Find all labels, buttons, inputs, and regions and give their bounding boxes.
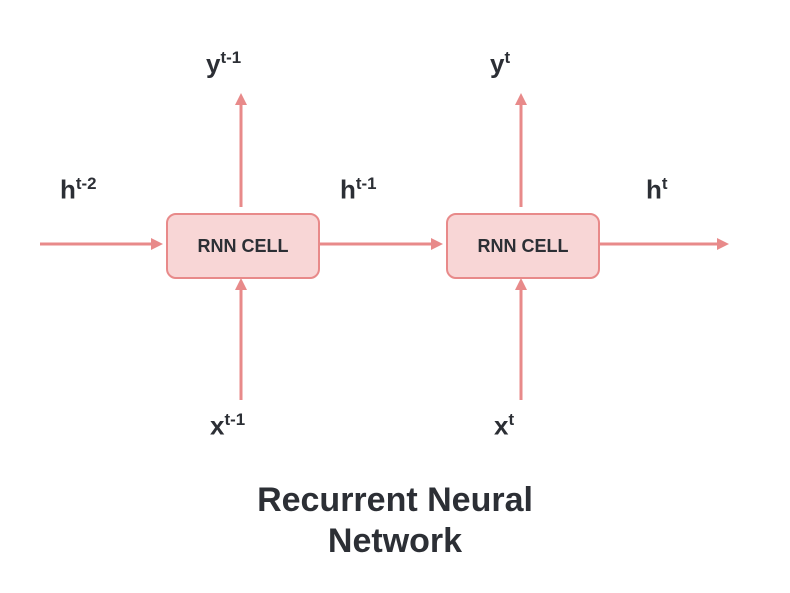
label-superscript: t-1 [356, 174, 377, 193]
label-base: h [340, 175, 356, 205]
title-line-1: Recurrent Neural [257, 481, 533, 519]
label-base: h [646, 175, 662, 205]
label-base: x [494, 411, 508, 441]
rnn-cell: RNN CELL [166, 213, 320, 279]
label-superscript: t-1 [224, 410, 245, 429]
label-h_tm2: ht-2 [60, 174, 97, 206]
label-base: y [490, 49, 504, 79]
label-superscript: t [662, 174, 668, 193]
label-superscript: t-2 [76, 174, 97, 193]
label-y_t: yt [490, 48, 510, 80]
label-h_tm1: ht-1 [340, 174, 377, 206]
label-base: y [206, 49, 220, 79]
rnn-cell-label: RNN CELL [198, 236, 289, 257]
label-base: h [60, 175, 76, 205]
label-x_t: xt [494, 410, 514, 442]
diagram-container: RNN CELLRNN CELL yt-1ytht-2ht-1htxt-1xt … [0, 0, 790, 593]
label-superscript: t [508, 410, 514, 429]
label-x_tm1: xt-1 [210, 410, 245, 442]
rnn-cell: RNN CELL [446, 213, 600, 279]
rnn-cell-label: RNN CELL [478, 236, 569, 257]
diagram-title: Recurrent Neural Network [195, 480, 595, 562]
label-y_tm1: yt-1 [206, 48, 241, 80]
label-superscript: t [504, 48, 510, 67]
label-h_t: ht [646, 174, 668, 206]
title-line-2: Network [328, 522, 462, 560]
label-base: x [210, 411, 224, 441]
label-superscript: t-1 [220, 48, 241, 67]
